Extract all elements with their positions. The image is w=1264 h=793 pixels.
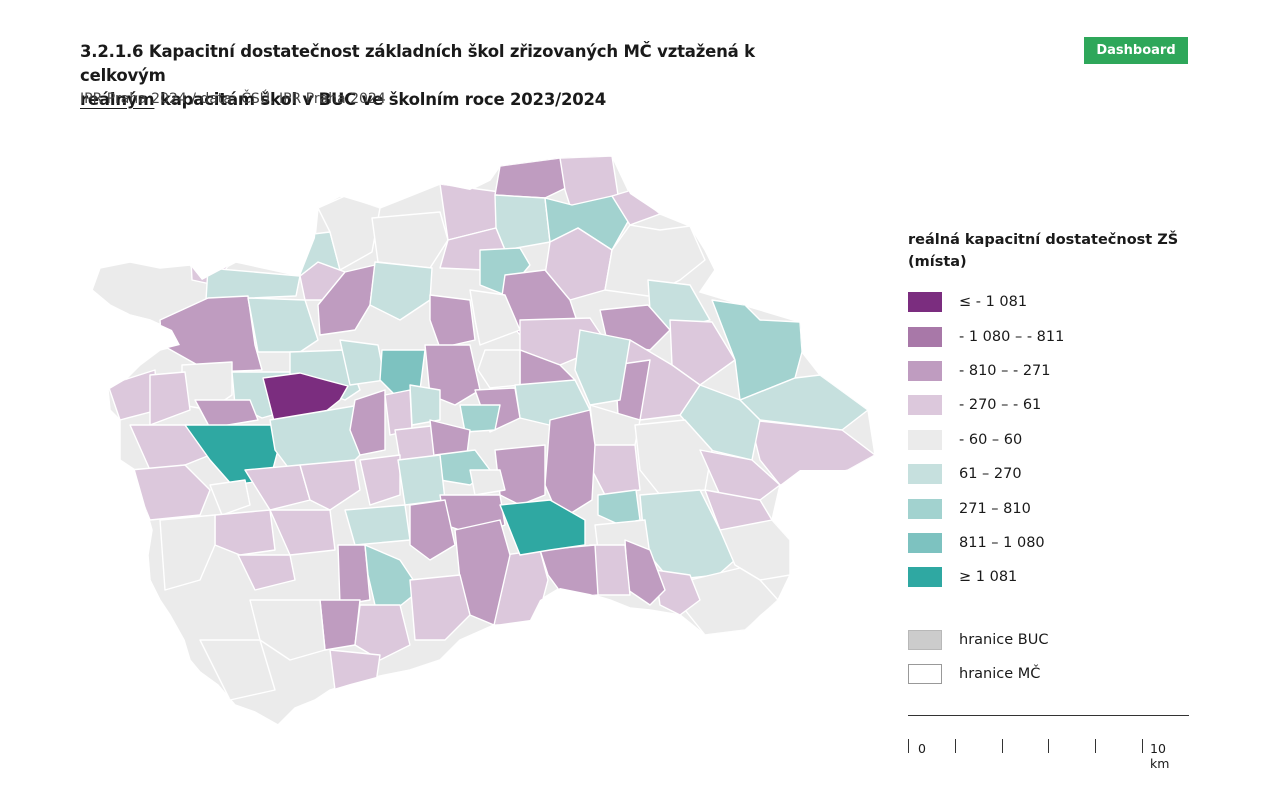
district[interactable] bbox=[574, 329, 631, 406]
district[interactable] bbox=[397, 454, 446, 506]
district[interactable] bbox=[329, 649, 381, 691]
district[interactable] bbox=[194, 399, 259, 429]
district[interactable] bbox=[654, 569, 701, 616]
legend-label: ≤ - 1 081 bbox=[959, 294, 1028, 311]
district[interactable] bbox=[319, 599, 361, 651]
mc-boundary-swatch bbox=[908, 664, 942, 685]
district[interactable] bbox=[494, 194, 551, 251]
legend-swatch bbox=[908, 429, 942, 450]
district[interactable] bbox=[409, 574, 471, 641]
district[interactable] bbox=[214, 509, 276, 556]
district[interactable] bbox=[699, 449, 781, 501]
legend-label: ≥ 1 081 bbox=[959, 569, 1018, 586]
district[interactable] bbox=[469, 469, 506, 496]
district[interactable] bbox=[354, 604, 411, 661]
district[interactable] bbox=[719, 519, 791, 581]
legend-label-mc: hranice MČ bbox=[959, 666, 1041, 683]
district[interactable] bbox=[604, 224, 706, 297]
district[interactable] bbox=[237, 554, 296, 591]
district[interactable] bbox=[459, 404, 501, 433]
legend-item-buc: hranice BUC bbox=[908, 623, 1198, 657]
district[interactable] bbox=[159, 514, 216, 591]
legend-label: - 1 080 – - 811 bbox=[959, 328, 1065, 345]
legend-item: - 60 – 60 bbox=[908, 423, 1198, 457]
title-text-part1: 3.2.1.6 Kapacitní dostatečnost základníc… bbox=[80, 42, 755, 85]
district[interactable] bbox=[337, 544, 371, 606]
legend-item: - 1 080 – - 811 bbox=[908, 319, 1198, 353]
map-legend: reálná kapacitní dostatečnost ZŠ (místa)… bbox=[908, 229, 1198, 691]
district[interactable] bbox=[249, 599, 326, 661]
legend-label: - 810 – - 271 bbox=[959, 362, 1051, 379]
legend-item: 811 – 1 080 bbox=[908, 526, 1198, 560]
scale-tick bbox=[1095, 739, 1096, 753]
district[interactable] bbox=[247, 297, 319, 353]
district[interactable] bbox=[359, 454, 401, 506]
dashboard-button[interactable]: Dashboard bbox=[1084, 37, 1188, 64]
legend-item: ≤ - 1 081 bbox=[908, 285, 1198, 319]
district[interactable] bbox=[369, 261, 433, 321]
legend-label: 271 – 810 bbox=[959, 500, 1031, 517]
legend-item: - 270 – - 61 bbox=[908, 388, 1198, 422]
legend-label: - 60 – 60 bbox=[959, 431, 1023, 448]
district[interactable] bbox=[205, 267, 301, 301]
district[interactable] bbox=[611, 189, 661, 226]
legend-title: reálná kapacitní dostatečnost ZŠ (místa) bbox=[908, 229, 1198, 273]
district[interactable] bbox=[429, 294, 476, 349]
scale-bar-line bbox=[908, 715, 1189, 716]
scale-tick bbox=[1142, 739, 1143, 753]
district[interactable] bbox=[269, 509, 336, 556]
district[interactable] bbox=[469, 289, 521, 346]
legend-label: 811 – 1 080 bbox=[959, 534, 1045, 551]
district[interactable] bbox=[499, 499, 586, 556]
district[interactable] bbox=[344, 504, 411, 546]
prague-choropleth-map bbox=[91, 155, 876, 726]
scale-label-start: 0 bbox=[918, 741, 926, 756]
district[interactable] bbox=[494, 444, 546, 506]
district[interactable] bbox=[749, 419, 875, 486]
legend-swatch bbox=[908, 395, 942, 416]
district[interactable] bbox=[409, 499, 456, 561]
district[interactable] bbox=[711, 299, 803, 401]
legend-swatch bbox=[908, 567, 942, 588]
district[interactable] bbox=[349, 389, 386, 456]
legend-swatch bbox=[908, 292, 942, 313]
legend-swatch bbox=[908, 360, 942, 381]
district[interactable] bbox=[209, 479, 251, 516]
scale-tick bbox=[1002, 739, 1003, 753]
legend-item: ≥ 1 081 bbox=[908, 560, 1198, 594]
district[interactable] bbox=[149, 371, 191, 426]
scale-tick bbox=[1048, 739, 1049, 753]
legend-items: ≤ - 1 081 - 1 080 – - 811 - 810 – - 271 … bbox=[908, 285, 1198, 595]
scale-bar: 0 10 km bbox=[908, 714, 1189, 771]
scale-label-end: 10 km bbox=[1150, 741, 1170, 771]
legend-boundaries: hranice BUC hranice MČ bbox=[908, 623, 1198, 692]
legend-item: - 810 – - 271 bbox=[908, 354, 1198, 388]
title-text-part2: kapacitám škol v BUC ve školním roce 202… bbox=[159, 90, 607, 109]
legend-swatch bbox=[908, 464, 942, 485]
map-subtitle: IPR Praha 2024 / data: ČSÚ, IPR Praha 20… bbox=[80, 91, 386, 107]
district[interactable] bbox=[669, 319, 736, 386]
map-title: 3.2.1.6 Kapacitní dostatečnost základníc… bbox=[80, 40, 840, 112]
district[interactable] bbox=[371, 211, 449, 269]
legend-item-mc: hranice MČ bbox=[908, 657, 1198, 691]
scale-tick bbox=[908, 739, 909, 753]
legend-swatch bbox=[908, 498, 942, 519]
district[interactable] bbox=[199, 639, 276, 701]
district[interactable] bbox=[299, 459, 361, 511]
districts-layer bbox=[107, 156, 875, 701]
legend-item: 271 – 810 bbox=[908, 491, 1198, 525]
legend-label: 61 – 270 bbox=[959, 466, 1022, 483]
title-underlined-word: reálným bbox=[80, 90, 155, 109]
legend-swatch bbox=[908, 326, 942, 347]
legend-swatch bbox=[908, 532, 942, 553]
legend-label: - 270 – - 61 bbox=[959, 397, 1042, 414]
district[interactable] bbox=[477, 349, 521, 389]
legend-title-line2: (místa) bbox=[908, 254, 967, 270]
district[interactable] bbox=[409, 384, 441, 426]
legend-title-line1: reálná kapacitní dostatečnost ZŠ bbox=[908, 232, 1179, 248]
scale-tick bbox=[955, 739, 956, 753]
legend-label-buc: hranice BUC bbox=[959, 631, 1049, 648]
buc-boundary-swatch bbox=[908, 629, 942, 650]
legend-item: 61 – 270 bbox=[908, 457, 1198, 491]
